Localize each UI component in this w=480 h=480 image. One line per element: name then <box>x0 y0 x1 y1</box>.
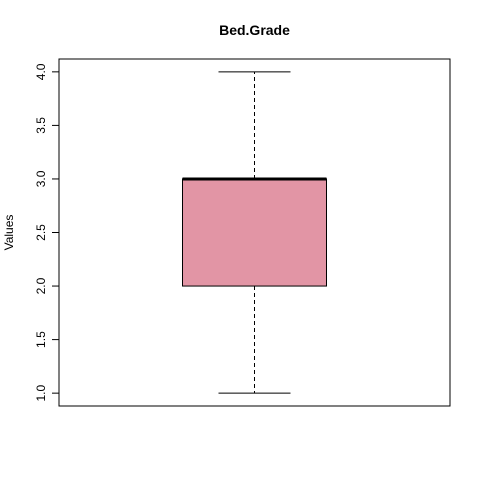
y-tick-label: 1.5 <box>34 331 48 348</box>
plot-area: 1.0 1.5 2.0 2.5 3.0 3.5 4.0 <box>34 58 451 407</box>
y-tick-label: 1.0 <box>34 384 48 401</box>
chart-title: Bed.Grade <box>219 22 290 38</box>
y-axis-label: Values <box>2 215 16 251</box>
y-tick-label: 3.0 <box>34 170 48 187</box>
interquartile-box <box>182 178 327 287</box>
y-tick-label: 4.0 <box>34 63 48 80</box>
y-tick-label: 2.0 <box>34 277 48 294</box>
y-tick-label: 3.5 <box>34 117 48 134</box>
y-tick-label: 2.5 <box>34 224 48 241</box>
